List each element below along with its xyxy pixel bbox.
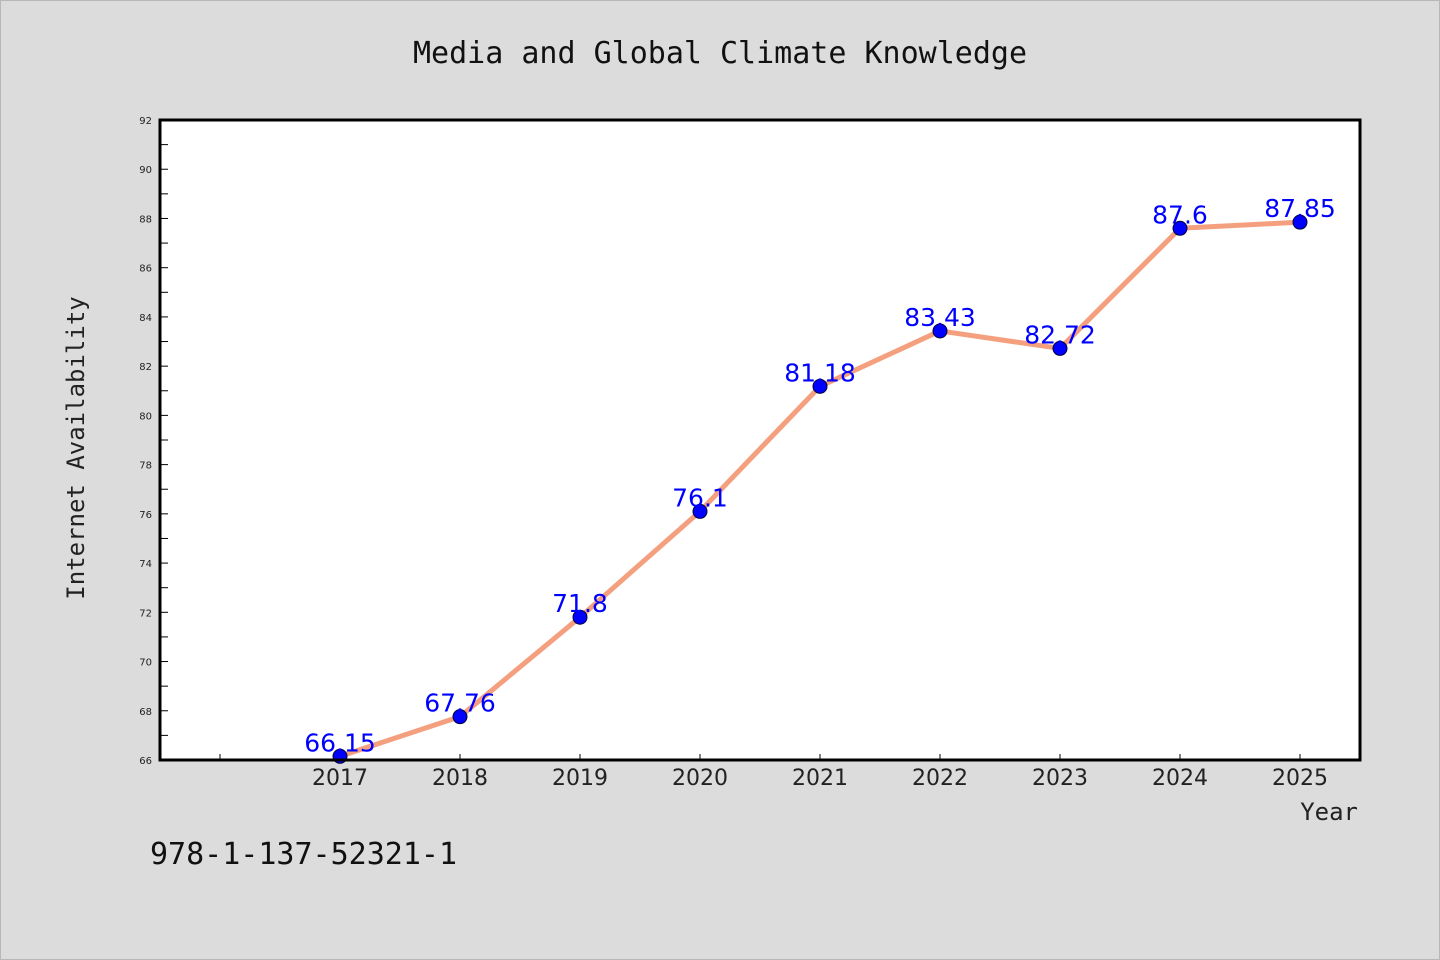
y-axis: 66 68 70 72 74 76 78 80 82 84 86 88 90 92 — [139, 116, 168, 767]
data-label: 67.76 — [424, 689, 496, 718]
data-labels: 66.15 67.76 71.8 76.1 81.18 83.43 82.72 87.6 87.… — [304, 194, 1336, 757]
plot-area — [160, 120, 1360, 760]
data-point — [812, 378, 828, 394]
y-tick-label: 70 — [139, 658, 152, 669]
data-point — [1052, 340, 1068, 356]
y-tick-label: 68 — [139, 707, 152, 718]
data-point — [1292, 214, 1308, 230]
data-label: 71.8 — [552, 589, 608, 618]
data-markers — [332, 214, 1308, 764]
data-label: 87.85 — [1264, 194, 1336, 223]
y-tick-label: 88 — [139, 214, 152, 225]
y-tick-label: 82 — [139, 362, 152, 373]
x-tick-label: 2024 — [1152, 766, 1208, 791]
y-tick-label: 86 — [139, 264, 152, 275]
x-axis: 2017 2018 2019 2020 2021 2022 2023 2024 2025 — [219, 754, 1328, 791]
y-tick-label: 66 — [139, 756, 152, 767]
y-tick-label: 84 — [139, 313, 152, 324]
x-tick-label: 2022 — [912, 766, 968, 791]
isbn-code: 978-1-137-52321-1 — [150, 837, 457, 872]
data-label: 66.15 — [304, 728, 376, 757]
x-tick-label: 2023 — [1032, 766, 1088, 791]
y-tick-label: 80 — [139, 411, 152, 422]
x-tick-label: 2020 — [672, 766, 728, 791]
data-label: 83.43 — [904, 303, 976, 332]
data-label: 76.1 — [672, 483, 728, 512]
y-tick-label: 90 — [139, 165, 152, 176]
data-point — [932, 323, 948, 339]
data-label: 87.6 — [1152, 200, 1208, 229]
y-axis-label: Internet Availability — [62, 296, 90, 599]
y-tick-label: 92 — [139, 116, 152, 127]
y-tick-label: 78 — [139, 461, 152, 472]
data-point — [572, 609, 588, 625]
chart-title: Media and Global Climate Knowledge — [413, 36, 1027, 71]
data-label: 81.18 — [784, 358, 856, 387]
data-point — [452, 709, 468, 725]
y-tick-label: 76 — [139, 510, 152, 521]
x-axis-label: Year — [1300, 798, 1358, 826]
x-tick-label: 2019 — [552, 766, 608, 791]
x-tick-label: 2025 — [1272, 766, 1328, 791]
x-tick-label: 2021 — [792, 766, 848, 791]
x-tick-label: 2017 — [312, 766, 368, 791]
data-point — [692, 503, 708, 519]
y-tick-label: 74 — [139, 559, 152, 570]
plot-border — [158, 118, 1362, 762]
data-label: 82.72 — [1024, 320, 1096, 349]
y-tick-label: 72 — [139, 608, 152, 619]
data-point — [1172, 220, 1188, 236]
x-tick-label: 2018 — [432, 766, 488, 791]
